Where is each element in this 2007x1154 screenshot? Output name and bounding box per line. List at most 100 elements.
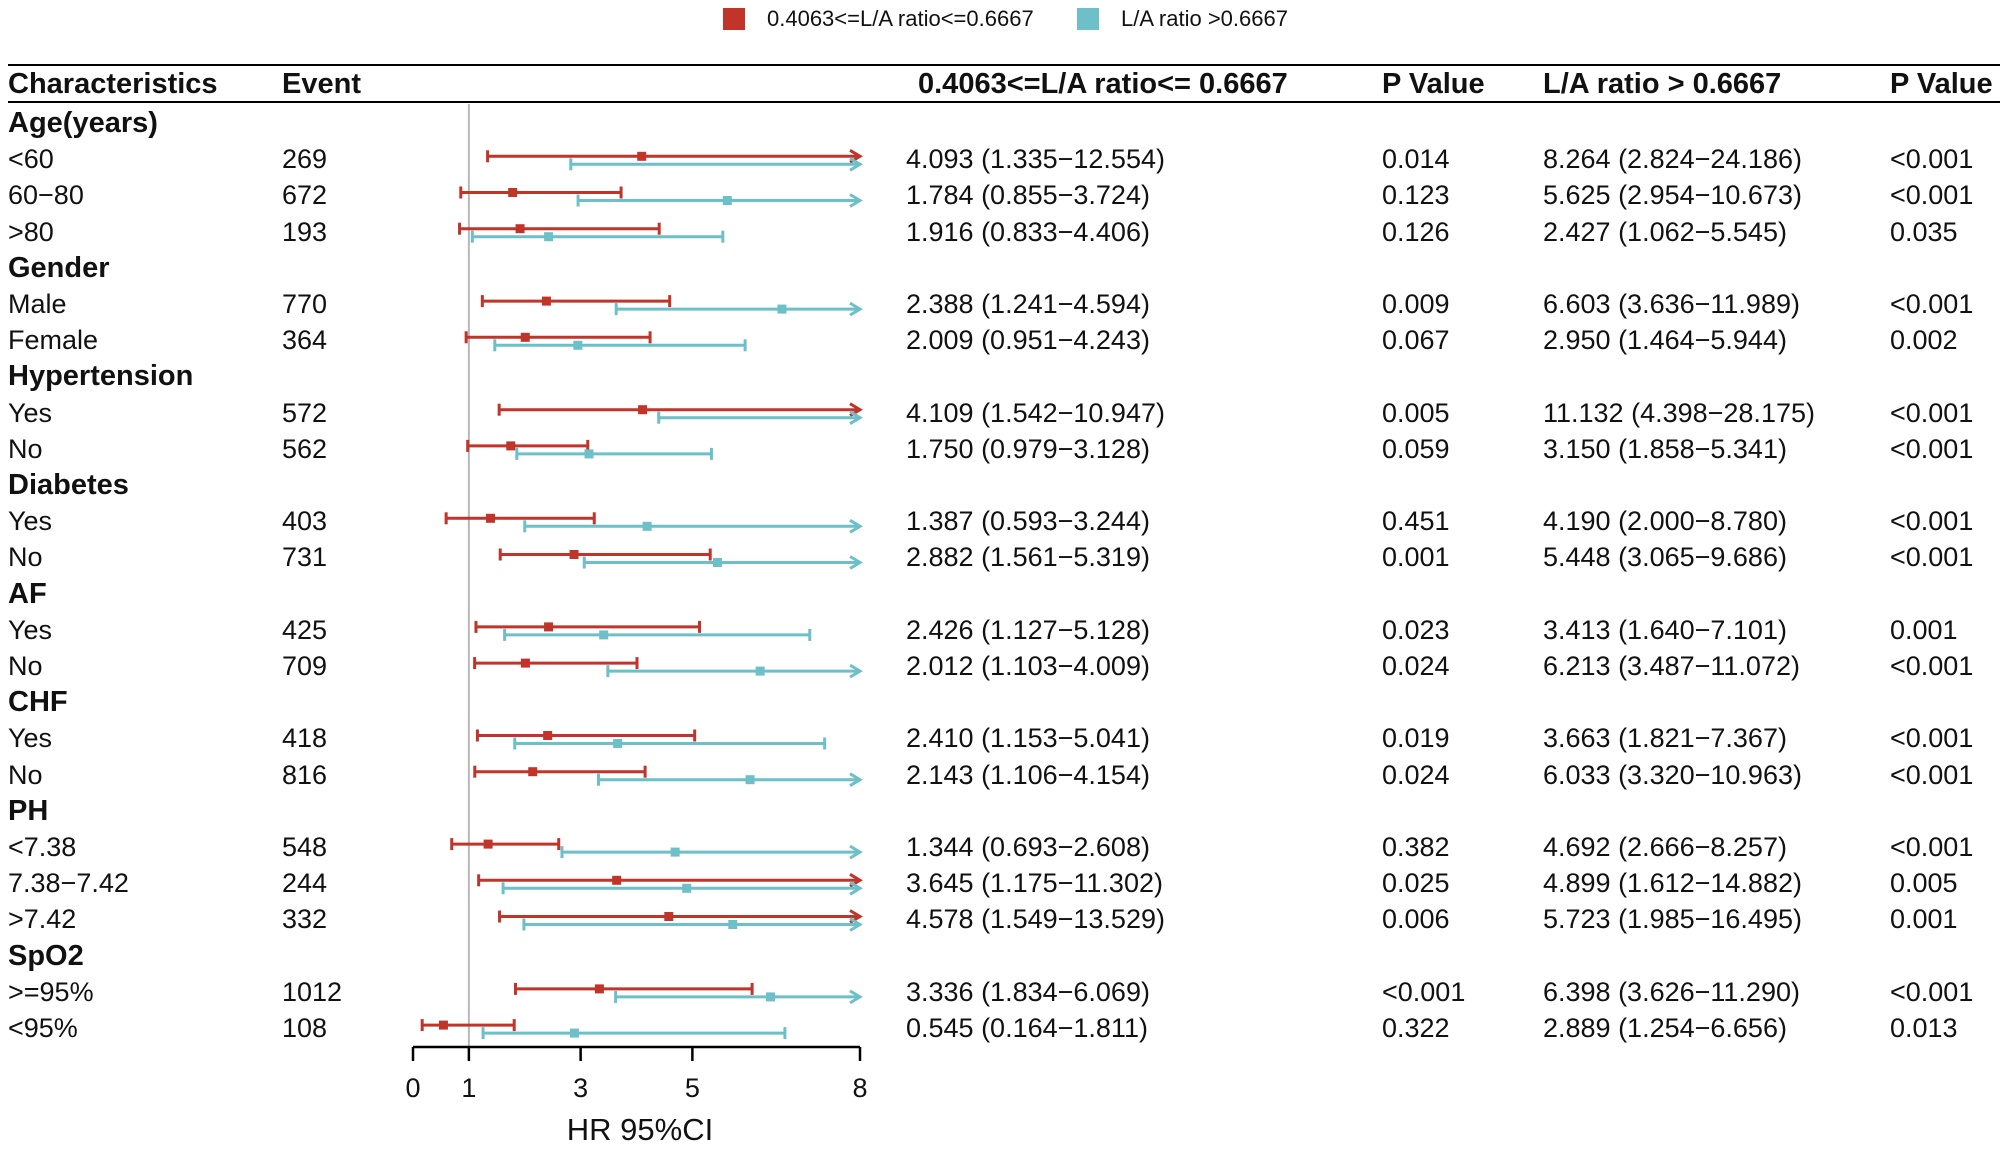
hr-point xyxy=(569,1028,579,1038)
row-mid-hr: 2.882 (1.561−5.319) xyxy=(906,542,1150,573)
legend-label-high: L/A ratio >0.6667 xyxy=(1121,6,1288,31)
row-label: 60−80 xyxy=(8,180,84,211)
hr-point xyxy=(528,767,538,777)
ci-arrow xyxy=(849,555,863,570)
legend-item-high: L/A ratio >0.6667 xyxy=(1077,6,1288,32)
row-high-p: <0.001 xyxy=(1890,433,1974,464)
row-mid-p: 0.059 xyxy=(1382,433,1450,464)
hr-point xyxy=(755,666,765,676)
ci-arrow xyxy=(849,519,863,534)
row-high-hr: 2.950 (1.464−5.944) xyxy=(1543,325,1787,356)
row-event: 548 xyxy=(282,832,328,862)
hr-point xyxy=(594,984,604,994)
header-high-hr: L/A ratio > 0.6667 xyxy=(1543,68,1782,100)
hr-point xyxy=(569,550,579,559)
row-mid-p: 0.001 xyxy=(1382,542,1450,573)
row-mid-p: 0.009 xyxy=(1382,289,1450,319)
ci-arrow xyxy=(849,772,863,787)
row-event: 562 xyxy=(282,433,328,464)
row-high-hr: 11.132 (4.398−28.175) xyxy=(1543,397,1815,428)
row-mid-hr: 0.545 (0.164−1.811) xyxy=(906,1013,1148,1043)
row-high-p: <0.001 xyxy=(1890,289,1974,319)
row-event: 816 xyxy=(282,759,328,790)
row-mid-p: 0.024 xyxy=(1382,651,1450,681)
row-mid-p: 0.123 xyxy=(1382,180,1450,211)
hr-point xyxy=(712,558,722,567)
x-tick-label: 3 xyxy=(573,1073,588,1103)
row-high-p: <0.001 xyxy=(1890,180,1974,211)
row-mid-p: 0.382 xyxy=(1382,832,1450,862)
row-label: No xyxy=(8,759,43,790)
header-mid-hr: 0.4063<=L/A ratio<= 0.6667 xyxy=(918,68,1288,100)
ci-arrow xyxy=(849,881,863,896)
row-mid-p: 0.006 xyxy=(1382,904,1450,935)
row-event: 332 xyxy=(282,904,328,935)
row-mid-hr: 1.916 (0.833−4.406) xyxy=(906,216,1150,247)
row-high-p: <0.001 xyxy=(1890,759,1974,790)
hr-point xyxy=(745,775,755,785)
row-mid-hr: 1.387 (0.593−3.244) xyxy=(906,506,1150,537)
row-mid-p: 0.451 xyxy=(1382,506,1450,537)
row-mid-hr: 1.784 (0.855−3.724) xyxy=(906,180,1150,211)
row-label: 7.38−7.42 xyxy=(8,868,129,899)
row-mid-hr: 2.012 (1.103−4.009) xyxy=(906,651,1150,681)
row-event: 244 xyxy=(282,868,328,899)
row-high-hr: 6.398 (3.626−11.290) xyxy=(1543,976,1800,1007)
row-high-hr: 4.899 (1.612−14.882) xyxy=(1543,868,1802,899)
hr-point xyxy=(777,304,787,314)
hr-point xyxy=(612,875,622,885)
row-high-p: <0.001 xyxy=(1890,832,1974,862)
row-mid-p: 0.024 xyxy=(1382,759,1450,790)
group-label: Age(years) xyxy=(8,107,158,139)
row-high-p: <0.001 xyxy=(1890,397,1974,428)
group-label: CHF xyxy=(8,686,68,719)
row-label: <7.38 xyxy=(8,832,77,862)
row-event: 269 xyxy=(282,144,328,175)
row-high-hr: 3.663 (1.821−7.367) xyxy=(1543,723,1787,754)
hr-point xyxy=(506,441,516,451)
x-tick-label: 8 xyxy=(852,1073,867,1103)
row-label: Yes xyxy=(8,397,53,428)
hr-point xyxy=(541,296,551,306)
row-event: 418 xyxy=(282,723,328,754)
header-event: Event xyxy=(282,68,361,100)
hr-point xyxy=(483,839,493,849)
hr-point xyxy=(682,883,692,893)
ci-arrow xyxy=(849,989,863,1005)
header-mid-p: P Value xyxy=(1382,68,1485,100)
row-event: 364 xyxy=(282,325,328,356)
group-label: Diabetes xyxy=(8,469,129,501)
legend-item-mid: 0.4063<=L/A ratio<=0.6667 xyxy=(723,6,1034,32)
row-mid-hr: 1.344 (0.693−2.608) xyxy=(906,832,1150,862)
row-high-p: 0.013 xyxy=(1890,1013,1958,1043)
ci-arrow xyxy=(849,917,863,932)
row-high-hr: 2.427 (1.062−5.545) xyxy=(1543,216,1787,247)
row-label: Yes xyxy=(8,506,53,537)
row-event: 425 xyxy=(282,614,328,645)
row-high-hr: 4.692 (2.666−8.257) xyxy=(1543,832,1787,862)
row-high-p: <0.001 xyxy=(1890,976,1974,1007)
hr-point xyxy=(642,521,652,531)
row-high-hr: 8.264 (2.824−24.186) xyxy=(1543,144,1802,175)
row-event: 572 xyxy=(282,397,328,428)
hr-point xyxy=(520,332,530,342)
row-event: 108 xyxy=(282,1013,328,1043)
row-high-hr: 5.723 (1.985−16.495) xyxy=(1543,904,1802,935)
row-high-p: <0.001 xyxy=(1890,506,1974,537)
row-label: No xyxy=(8,651,43,681)
row-event: 1012 xyxy=(282,976,343,1007)
hr-point xyxy=(638,405,648,415)
hr-point xyxy=(508,188,518,197)
legend: 0.4063<=L/A ratio<=0.6667 L/A ratio >0.6… xyxy=(0,4,2007,36)
row-label: <60 xyxy=(8,144,54,175)
row-high-p: 0.035 xyxy=(1890,216,1958,247)
hr-point xyxy=(613,739,623,748)
header-high-p: P Value xyxy=(1890,68,1993,100)
row-event: 403 xyxy=(282,506,328,537)
header-characteristics: Characteristics xyxy=(8,68,218,100)
legend-swatch-mid xyxy=(723,8,745,30)
header-rule xyxy=(8,101,2000,103)
hr-point xyxy=(670,847,680,857)
hr-point xyxy=(728,920,738,929)
